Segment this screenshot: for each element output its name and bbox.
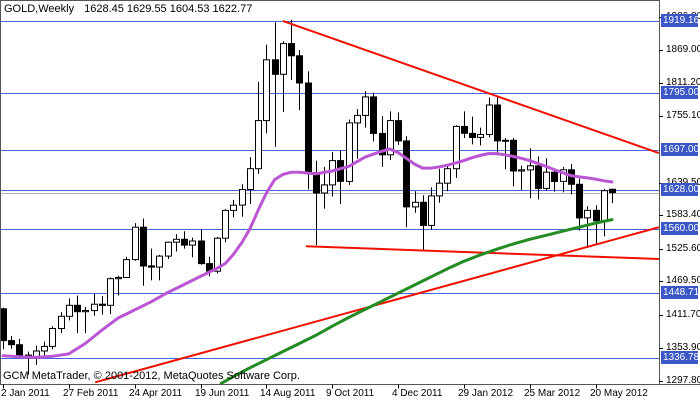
copyright-text: GCM MetaTrader, © 2001-2012, MetaQuotes … xyxy=(3,370,300,382)
y-axis-tick-label: 1469.50 xyxy=(666,275,700,286)
x-axis-tick-label: 20 May 2012 xyxy=(590,388,648,399)
price-level-label: 1795.00 xyxy=(661,86,700,99)
time-axis[interactable]: 2 Jan 2011 27 Feb 2011 24 Apr 2011 19 Jun 2… xyxy=(0,386,700,402)
symbol-timeframe-label: GOLD,Weekly xyxy=(4,3,75,15)
price-level-label: 1560.00 xyxy=(661,222,700,235)
x-axis-tick-label: 19 Jun 2011 xyxy=(195,388,250,399)
x-axis-tick-label: 9 Oct 2011 xyxy=(326,388,375,399)
price-axis[interactable]: 1926.801869.001811.201755.101639.501583.… xyxy=(659,0,700,386)
x-axis-tick-label: 4 Dec 2011 xyxy=(392,388,443,399)
x-axis-tick-label: 14 Aug 2011 xyxy=(260,388,316,399)
y-axis-tick-label: 1411.70 xyxy=(666,309,700,320)
y-axis-tick-label: 1755.10 xyxy=(666,110,700,121)
price-level-label: 1448.71 xyxy=(661,286,700,299)
x-axis-tick-label: 27 Feb 2011 xyxy=(63,388,119,399)
price-level-label: 1336.78 xyxy=(661,351,700,364)
x-axis-tick-label: 2 Jan 2011 xyxy=(1,388,50,399)
y-axis-tick-label: 1525.60 xyxy=(666,243,700,254)
y-axis-tick-label: 1297.80 xyxy=(666,375,700,386)
price-level-label: 1628.00 xyxy=(661,183,700,196)
y-axis-tick-label: 1583.40 xyxy=(666,209,700,220)
y-axis-tick-label: 1811.20 xyxy=(666,77,700,88)
x-axis-tick-label: 24 Apr 2011 xyxy=(129,388,183,399)
y-axis-tick-label: 1353.90 xyxy=(666,342,700,353)
x-axis-tick-label: 29 Jan 2012 xyxy=(458,388,514,399)
y-axis-tick-label: 1869.00 xyxy=(666,44,700,55)
y-axis-tick-label: 1639.50 xyxy=(666,177,700,188)
price-level-label: 1697.00 xyxy=(661,143,700,156)
chart-title: GOLD,Weekly 1628.45 1629.55 1604.53 1622.… xyxy=(4,3,252,15)
x-axis-tick-label: 25 Mar 2012 xyxy=(524,388,581,399)
current-bar-ohlc: 1628.45 1629.55 1604.53 1622.77 xyxy=(84,3,253,15)
price-level-label: 1919.16 xyxy=(661,14,700,27)
